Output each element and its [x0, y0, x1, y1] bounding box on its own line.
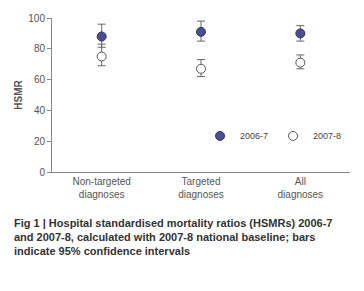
svg-text:Alldiagnoses: Alldiagnoses	[278, 176, 324, 200]
svg-text:40: 40	[34, 105, 46, 116]
svg-text:2007-8: 2007-8	[313, 131, 341, 141]
svg-text:60: 60	[34, 74, 46, 85]
svg-text:Non-targeteddiagnoses: Non-targeteddiagnoses	[72, 176, 130, 200]
svg-text:20: 20	[34, 136, 46, 147]
svg-text:100: 100	[28, 13, 45, 24]
svg-text:0: 0	[39, 167, 45, 178]
svg-text:HSMR: HSMR	[13, 80, 24, 110]
svg-text:80: 80	[34, 43, 46, 54]
html-text:Fig 1 | Hospital standardised: Fig 1 | Hospital standardised mortality …	[14, 217, 333, 257]
svg-text:Targeteddiagnoses: Targeteddiagnoses	[178, 176, 224, 200]
svg-text:2006-7: 2006-7	[240, 131, 268, 141]
